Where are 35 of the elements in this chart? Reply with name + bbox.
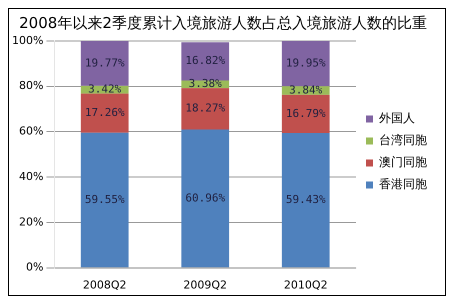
bar	[181, 88, 230, 130]
bar	[181, 42, 230, 80]
x-tick-label: 2009Q2	[183, 278, 228, 292]
data-label: 59.43%	[286, 193, 326, 206]
bar	[282, 41, 330, 86]
bar	[181, 130, 230, 268]
data-label: 17.26%	[84, 106, 125, 120]
data-label: 60.96%	[185, 191, 226, 204]
y-tick-label: 100%	[12, 34, 44, 47]
y-tick-label: 0%	[26, 260, 44, 274]
data-label: 59.55%	[84, 192, 125, 206]
bar	[80, 132, 129, 268]
bar	[80, 94, 129, 133]
bar	[282, 133, 330, 268]
x-tick-label: 2008Q2	[82, 278, 127, 292]
legend-label: 外国人	[379, 111, 415, 126]
x-tick-label: 2010Q2	[284, 278, 328, 292]
data-label: 3.38%	[188, 77, 222, 90]
legend-label: 台湾同胞	[379, 133, 427, 148]
y-tick-label: 80%	[18, 79, 44, 92]
bar	[282, 94, 330, 134]
data-label: 19.77%	[84, 56, 125, 70]
bar	[80, 41, 129, 86]
legend-label: 香港同胞	[379, 177, 427, 192]
y-tick-label: 40%	[18, 170, 44, 183]
y-tick-label: 60%	[18, 124, 44, 138]
data-label: 16.82%	[185, 54, 226, 68]
chart-title: 2008年以来2季度累计入境旅游人数占总入境旅游人数的比重	[19, 14, 427, 32]
legend-label: 澳门同胞	[379, 155, 427, 170]
data-label: 3.84%	[289, 83, 323, 96]
data-label: 16.79%	[286, 106, 326, 120]
data-label: 19.95%	[286, 56, 326, 70]
data-label: 3.42%	[88, 82, 122, 96]
y-tick-label: 20%	[18, 215, 44, 228]
data-label: 18.27%	[185, 102, 226, 115]
